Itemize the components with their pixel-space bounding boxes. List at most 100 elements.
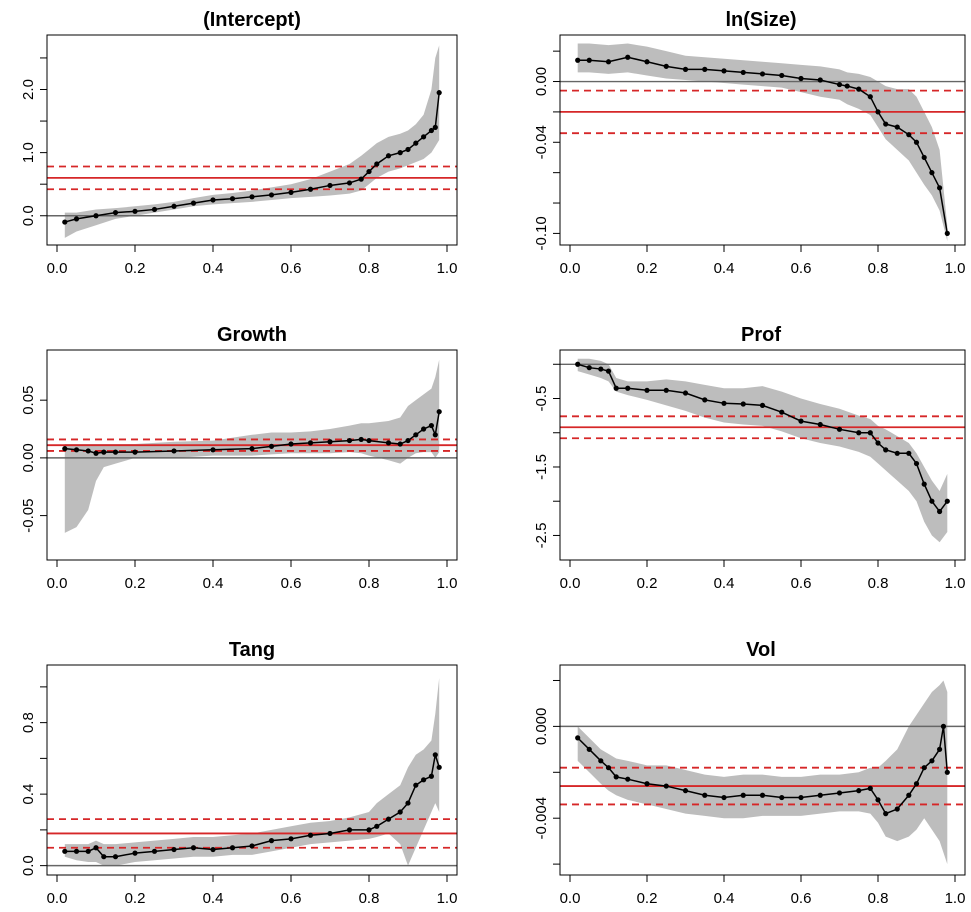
quantile-estimate-line	[577, 363, 948, 513]
data-point	[875, 440, 881, 446]
x-tick-label: 0.4	[203, 890, 224, 907]
data-point	[366, 168, 372, 175]
x-tick-label: 0.4	[203, 260, 224, 277]
data-point	[327, 830, 333, 837]
data-point	[702, 397, 708, 403]
data-point	[844, 83, 850, 89]
data-point	[613, 774, 619, 780]
data-point	[307, 186, 314, 192]
data-point	[385, 440, 392, 446]
data-point	[93, 845, 99, 851]
data-point	[721, 400, 727, 406]
data-point	[374, 161, 380, 167]
data-point	[428, 127, 434, 134]
x-tick-label: 0.2	[637, 575, 658, 592]
data-point	[836, 81, 843, 88]
plot-frame	[559, 34, 966, 246]
data-point	[921, 481, 927, 487]
data-point	[867, 785, 873, 791]
data-point	[307, 440, 314, 446]
data-point	[937, 508, 943, 515]
x-tick-label: 1.0	[437, 890, 458, 907]
y-tick-label: 0.4	[20, 784, 37, 805]
data-point	[663, 63, 669, 69]
data-point	[937, 185, 943, 191]
x-tick-label: 1.0	[945, 890, 966, 907]
data-point	[413, 432, 419, 438]
data-point	[721, 68, 727, 74]
y-tick-label: 0.000	[533, 708, 550, 746]
data-point	[779, 409, 785, 415]
data-point	[913, 139, 920, 145]
data-point	[598, 366, 604, 372]
data-point	[944, 230, 950, 237]
data-point	[190, 200, 197, 206]
x-tick-label: 0.0	[47, 260, 68, 277]
data-point	[229, 845, 236, 851]
data-point	[721, 794, 727, 801]
data-point	[867, 94, 873, 100]
confidence-band	[577, 358, 948, 543]
plot-frame	[46, 34, 458, 246]
y-tick-label: -0.05	[20, 498, 37, 532]
data-point	[625, 54, 631, 60]
panel-1: (Intercept) 0.0 0.2 0.4 0.6 0.8 1.0 0.0 1.0 2.0	[20, 9, 458, 277]
data-point	[906, 132, 912, 138]
panel-title: Growth	[217, 324, 287, 346]
panel-5: Tang 0.0 0.2 0.4 0.6 0.8 1.0 0.0 0.4 0.8	[20, 639, 458, 907]
data-point	[85, 448, 91, 454]
data-point	[929, 498, 935, 504]
x-tick-label: 0.8	[359, 575, 380, 592]
data-point	[937, 746, 943, 752]
data-point	[93, 450, 99, 456]
data-point	[682, 390, 689, 396]
panel-3: Growth 0.0 0.2 0.4 0.6 0.8 1.0 -0.05 0.00 0.05	[20, 324, 458, 592]
data-point	[366, 437, 372, 444]
confidence-band	[64, 45, 440, 238]
data-point	[644, 781, 650, 787]
x-tick-label: 0.4	[714, 575, 735, 592]
data-point	[62, 848, 68, 854]
data-point	[432, 752, 438, 758]
x-tick-label: 1.0	[945, 260, 966, 277]
data-point	[93, 213, 99, 219]
data-point	[613, 385, 619, 391]
panel-title: (Intercept)	[203, 9, 301, 31]
data-point	[605, 765, 612, 771]
x-tick-label: 0.8	[868, 575, 889, 592]
data-point	[62, 219, 68, 225]
data-point	[101, 854, 107, 860]
data-point	[875, 109, 881, 115]
x-tick-label: 0.4	[714, 260, 735, 277]
panel-title: Prof	[741, 324, 781, 346]
y-tick-label: 0.05	[20, 386, 37, 415]
data-point	[682, 788, 689, 794]
data-point	[575, 57, 581, 63]
data-point	[682, 66, 689, 72]
plot-frame	[559, 664, 966, 876]
data-point	[759, 792, 766, 798]
data-point	[421, 134, 427, 140]
data-point	[132, 208, 138, 214]
data-point	[288, 189, 294, 195]
y-tick-label: -0.10	[533, 216, 550, 250]
data-point	[249, 843, 255, 849]
data-point	[249, 194, 255, 200]
y-tick-label: -0.004	[533, 797, 550, 840]
x-tick-label: 0.6	[281, 575, 302, 592]
confidence-band	[577, 43, 948, 241]
data-point	[906, 792, 912, 798]
x-tick-label: 0.2	[125, 575, 146, 592]
data-point	[702, 66, 708, 72]
data-point	[171, 448, 177, 454]
x-tick-label: 0.6	[791, 260, 812, 277]
data-point	[856, 788, 862, 794]
data-point	[327, 439, 333, 445]
data-point	[397, 150, 403, 156]
data-point	[268, 443, 275, 449]
data-point	[73, 447, 80, 453]
y-tick-label: 2.0	[20, 79, 37, 100]
data-point	[190, 845, 197, 851]
plot-frame	[46, 349, 458, 561]
